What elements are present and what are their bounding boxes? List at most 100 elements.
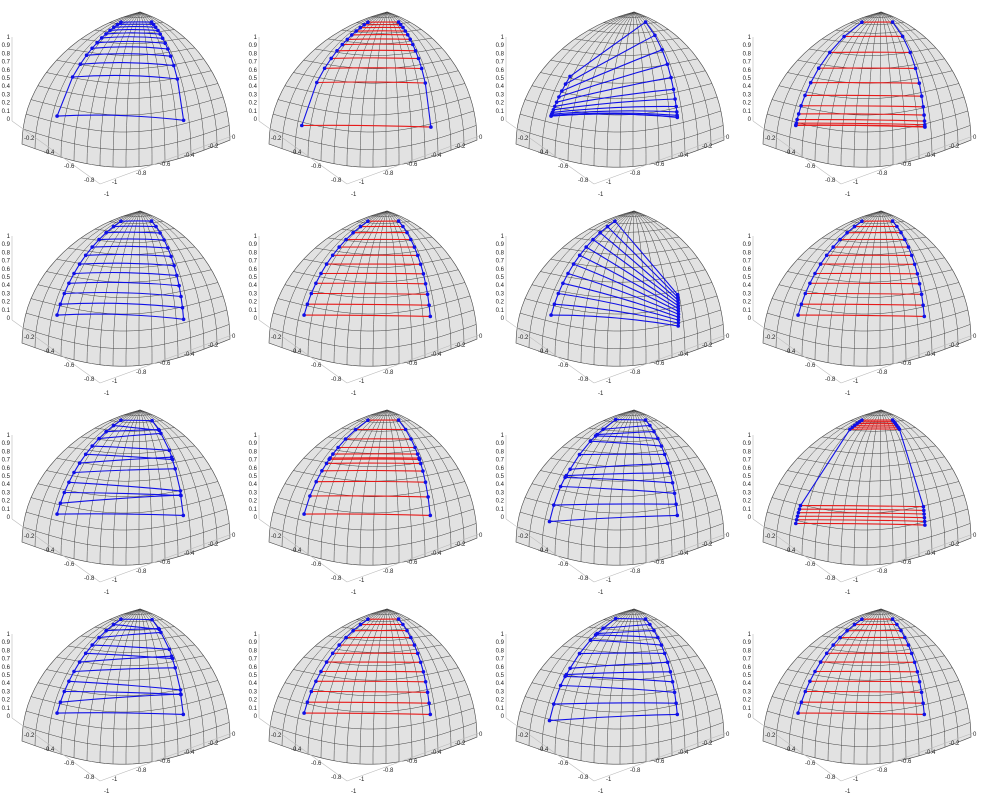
y-tick-label: -0.8 <box>383 171 394 177</box>
data-point <box>923 315 927 319</box>
z-tick-label: 0.4 <box>249 482 258 488</box>
y-tick-label: -1 <box>853 777 859 783</box>
z-tick-label: 0.1 <box>249 109 258 115</box>
z-tick-label: 0.6 <box>249 665 258 671</box>
data-point <box>179 494 183 498</box>
z-tick-label: 0.5 <box>249 275 258 281</box>
data-point <box>891 617 895 621</box>
data-point <box>67 481 71 485</box>
data-point <box>920 94 924 98</box>
data-point <box>601 627 605 631</box>
z-tick-label: 0.1 <box>496 706 505 712</box>
data-point <box>331 452 335 456</box>
data-point <box>314 480 318 484</box>
z-tick-label: 0.1 <box>249 706 258 712</box>
z-tick-label: 0.1 <box>2 109 11 115</box>
data-point <box>397 617 401 621</box>
z-tick-label: 0.9 <box>2 43 11 49</box>
data-point <box>838 238 842 242</box>
data-point <box>163 41 167 45</box>
data-point <box>405 629 409 633</box>
x-tick-label: -0.2 <box>765 136 776 142</box>
z-tick-label: 0.5 <box>743 474 752 480</box>
x-tick-label: -0.8 <box>825 576 836 582</box>
data-point <box>860 617 864 621</box>
data-point <box>557 95 561 99</box>
data-point <box>644 418 648 422</box>
z-tick-label: 0 <box>254 515 258 521</box>
data-point <box>424 680 428 684</box>
x-tick-label: -0.4 <box>785 548 796 554</box>
z-tick-label: 0.9 <box>249 43 258 49</box>
x-tick-label: -1 <box>845 391 851 397</box>
z-tick-label: 0.3 <box>743 490 752 496</box>
z-tick-label: 0.5 <box>249 76 258 82</box>
z-tick-label: 0.7 <box>743 657 752 663</box>
y-tick-label: -1 <box>853 578 859 584</box>
data-point <box>413 643 417 647</box>
data-point <box>552 108 556 112</box>
data-point <box>179 688 183 692</box>
z-tick-label: 0.7 <box>2 60 11 66</box>
y-tick-label: 0 <box>479 732 483 738</box>
data-point <box>673 691 677 695</box>
z-tick-label: 1 <box>254 433 258 439</box>
data-point <box>166 246 170 250</box>
data-point <box>150 618 154 622</box>
data-point <box>598 231 602 235</box>
data-point <box>90 444 94 448</box>
data-point <box>891 219 895 223</box>
y-tick-label: -0.4 <box>184 551 195 557</box>
data-point <box>819 262 823 266</box>
z-tick-label: 0.7 <box>496 259 505 265</box>
data-point <box>907 643 911 647</box>
data-point <box>59 700 63 704</box>
y-tick-label: -0.2 <box>455 343 466 349</box>
z-tick-label: 0.3 <box>249 291 258 297</box>
y-tick-label: -0.4 <box>925 551 936 557</box>
data-point <box>306 302 310 306</box>
y-tick-label: 0 <box>479 334 483 340</box>
z-tick-label: 0.7 <box>743 60 752 66</box>
z-tick-label: 0.7 <box>249 259 258 265</box>
data-point <box>413 446 417 450</box>
data-point <box>614 617 618 621</box>
x-tick-label: -0.2 <box>518 335 529 341</box>
data-point <box>895 623 899 627</box>
data-point <box>572 262 576 266</box>
data-point <box>910 254 914 258</box>
data-point <box>97 437 101 441</box>
z-tick-label: 0.5 <box>496 474 505 480</box>
z-tick-label: 0.8 <box>496 51 505 57</box>
data-point <box>404 29 408 33</box>
z-tick-label: 1 <box>7 632 11 638</box>
z-tick-label: 0.3 <box>743 689 752 695</box>
data-point <box>853 225 857 229</box>
data-point <box>676 514 680 518</box>
y-tick-label: -0.6 <box>160 162 171 168</box>
data-point <box>182 119 186 123</box>
curve-line <box>616 619 646 620</box>
data-point <box>302 313 306 317</box>
data-point <box>660 444 664 448</box>
y-tick-label: -0.6 <box>407 560 418 566</box>
y-tick-label: -0.2 <box>455 542 466 548</box>
data-point <box>172 64 176 68</box>
data-point <box>671 680 675 684</box>
data-point <box>161 37 165 41</box>
y-tick-label: -0.8 <box>136 569 147 575</box>
x-tick-label: -0.8 <box>578 178 589 184</box>
y-tick-label: -0.2 <box>949 542 960 548</box>
y-tick-label: -0.4 <box>431 153 442 159</box>
z-tick-label: 0.6 <box>496 68 505 74</box>
data-point <box>84 652 88 656</box>
data-point <box>405 231 409 235</box>
y-tick-label: -0.4 <box>678 153 689 159</box>
data-point <box>666 462 670 466</box>
y-tick-label: 0 <box>232 135 236 141</box>
y-tick-label: 0 <box>973 135 977 141</box>
plot-svg: 00.10.20.30.40.50.60.70.80.91-0.2-0.4-0.… <box>0 402 247 601</box>
z-tick-label: 1 <box>748 35 752 41</box>
y-tick-label: -0.8 <box>136 171 147 177</box>
